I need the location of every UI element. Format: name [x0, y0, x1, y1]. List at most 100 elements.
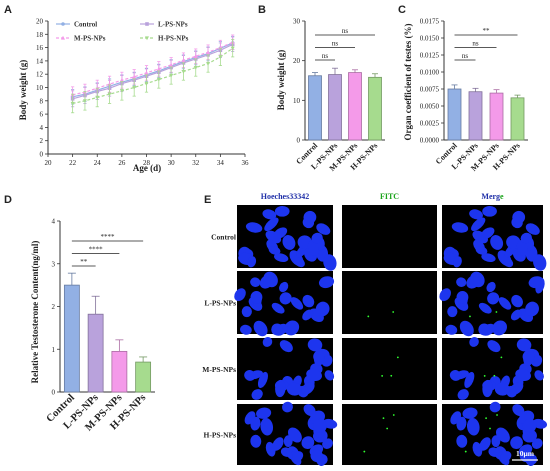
panel-a-y-tick-label: 14: [36, 57, 44, 65]
data-point: [181, 58, 186, 62]
panelB-y-tick-label: 0: [297, 137, 301, 145]
merge-label-part: Merg: [481, 192, 500, 201]
legend-marker: [145, 36, 149, 41]
panel-letter-d: D: [4, 194, 12, 206]
panel-a-x-tick-label: 22: [69, 159, 77, 167]
bar-mps: [348, 72, 362, 141]
micrograph-background: [342, 205, 437, 268]
panelC-y-tick-label: 0.0075: [420, 86, 440, 94]
bar-control: [447, 88, 462, 141]
micrograph-background: [342, 404, 437, 465]
legend-item-mps: M-PS-NPs: [56, 35, 106, 43]
panel-a-x-tick-label: 26: [118, 159, 126, 167]
nucleus: [535, 277, 545, 294]
nucleus: [274, 205, 290, 217]
panel-letter-e: E: [204, 194, 211, 206]
micrograph-fitc-m-ps-nps: [342, 338, 437, 400]
panel-a-y-tick-label: 2: [40, 137, 44, 145]
nucleus: [456, 277, 467, 287]
panel-letter-a: A: [4, 4, 12, 16]
nucleus: [282, 235, 296, 250]
nucleus: [533, 254, 547, 271]
nucleus: [525, 301, 539, 317]
nucleus: [449, 370, 462, 381]
fitc-particle: [386, 427, 389, 430]
nucleus: [447, 306, 458, 318]
series-hps: [70, 39, 235, 114]
fitc-particle: [363, 450, 366, 453]
nucleus: [534, 370, 544, 381]
data-point: [206, 50, 211, 54]
fitc-particle: [464, 450, 467, 453]
fitc-particle: [495, 311, 498, 313]
nucleus: [481, 253, 496, 262]
panelB-y-tick-label: 30: [293, 18, 301, 26]
nucleus: [253, 320, 268, 337]
nucleus: [284, 320, 300, 336]
nucleus: [510, 436, 523, 449]
panelD-y-tick-label: 0: [52, 389, 56, 397]
nucleus: [482, 205, 497, 217]
fitc-particle: [489, 427, 491, 430]
nucleus: [324, 370, 335, 381]
fitc-particle: [392, 311, 395, 313]
nucleus: [478, 323, 490, 336]
nucleus: [516, 240, 528, 256]
panel-a-legend: Control L-PS-NPs M-PS-NPs H-PS-NPs: [56, 21, 189, 43]
micrograph-hoeches33342-control: [237, 205, 337, 271]
data-point: [193, 65, 198, 70]
panelD-y-tick-label: 4: [52, 218, 56, 226]
nucleus: [495, 427, 510, 443]
panel-a-y-tick-label: 0: [40, 151, 44, 159]
fitc-particle: [392, 414, 395, 416]
row-label-2: M-PS-NPs: [202, 365, 236, 374]
nucleus: [313, 418, 327, 433]
nucleus: [307, 338, 323, 352]
fitc-particle: [483, 375, 486, 377]
data-point: [144, 81, 149, 86]
nucleus: [459, 320, 474, 337]
bar-lps: [87, 313, 104, 393]
scale-bar-label: 10μm: [516, 449, 535, 458]
data-point: [169, 73, 174, 78]
nucleus: [301, 436, 315, 449]
nucleus: [256, 407, 272, 419]
data-point: [156, 66, 161, 71]
micrograph-hoeches33342-h-ps-nps: [237, 401, 338, 466]
panelD-y-tick-label: 1: [52, 346, 56, 354]
data-point: [193, 54, 198, 58]
nucleus: [260, 418, 274, 436]
panel-a-y-tick-label: 10: [36, 84, 44, 92]
panelC-y-tick-label: 0.0025: [420, 120, 440, 128]
micrograph-background: [342, 271, 437, 334]
nucleus: [470, 271, 485, 288]
panel-c-bar-chart: 0.0000 0.0025 0.0050 0.0075 0.0100 0.0125 0.01…: [420, 18, 528, 173]
panel-b-ylabel: Body weight (g): [276, 50, 286, 111]
nucleus: [516, 338, 532, 352]
significance-label: **: [483, 27, 491, 35]
nucleus: [482, 379, 493, 398]
nucleus: [522, 418, 537, 433]
panelC-y-tick-label: 0.0100: [420, 69, 440, 77]
nucleus: [456, 290, 469, 304]
micrograph-hoeches33342-l-ps-nps: [234, 271, 335, 337]
panel-d-bar-chart: 01234ControlL-PS-NPsM-PS-NPsH-PS-NPs****…: [45, 218, 155, 434]
nucleus: [282, 401, 293, 413]
data-point: [70, 101, 75, 106]
panel-a-x-tick-label: 28: [143, 159, 151, 167]
nucleus: [257, 371, 268, 389]
nucleus: [490, 235, 504, 250]
nucleus: [487, 292, 500, 305]
panel-a-y-tick-label: 8: [40, 97, 44, 105]
nucleus: [290, 297, 304, 310]
panelC-y-tick-label: 0.0000: [420, 137, 440, 145]
panel-a-x-tick-label: 34: [217, 159, 225, 167]
nucleus: [492, 320, 507, 336]
micrograph-background: [342, 338, 437, 400]
nucleus: [475, 246, 488, 255]
panelB-y-tick-label: 20: [293, 57, 301, 65]
fitc-particle: [493, 374, 496, 377]
legend-marker: [61, 22, 65, 26]
panelC-y-tick-label: 0.0050: [420, 103, 440, 111]
micrograph-merge-control: [442, 205, 547, 271]
